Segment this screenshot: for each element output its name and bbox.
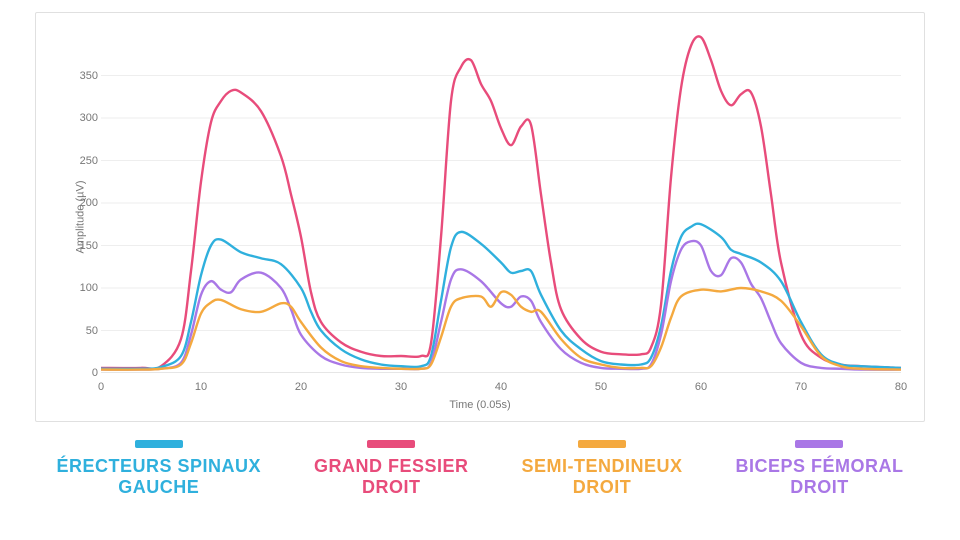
- x-tick-label: 50: [595, 381, 607, 393]
- legend-label: ÉRECTEURS SPINAUX GAUCHE: [56, 456, 261, 497]
- legend-label: BICEPS FÉMORAL DROIT: [735, 456, 903, 497]
- x-tick-label: 10: [195, 381, 207, 393]
- legend-label: GRAND FESSIER DROIT: [314, 456, 469, 497]
- x-tick-label: 20: [295, 381, 307, 393]
- y-tick-label: 250: [72, 155, 98, 167]
- y-tick-label: 50: [72, 325, 98, 337]
- y-tick-label: 200: [72, 197, 98, 209]
- y-tick-label: 150: [72, 240, 98, 252]
- y-tick-label: 0: [72, 367, 98, 379]
- x-tick-label: 30: [395, 381, 407, 393]
- legend-swatch: [367, 440, 415, 448]
- x-axis-label: Time (0.05s): [449, 399, 510, 411]
- x-tick-label: 60: [695, 381, 707, 393]
- x-tick-label: 0: [98, 381, 104, 393]
- legend-item: BICEPS FÉMORAL DROIT: [735, 440, 903, 497]
- legend: ÉRECTEURS SPINAUX GAUCHE GRAND FESSIER DR…: [0, 440, 960, 497]
- legend-swatch: [578, 440, 626, 448]
- legend-item: SEMI-TENDINEUX DROIT: [521, 440, 682, 497]
- x-tick-label: 40: [495, 381, 507, 393]
- series-line: [101, 288, 901, 370]
- line-chart: [101, 33, 901, 373]
- legend-swatch: [795, 440, 843, 448]
- y-tick-label: 350: [72, 70, 98, 82]
- legend-swatch: [135, 440, 183, 448]
- x-tick-label: 80: [895, 381, 907, 393]
- y-tick-label: 100: [72, 282, 98, 294]
- legend-label: SEMI-TENDINEUX DROIT: [521, 456, 682, 497]
- y-tick-label: 300: [72, 112, 98, 124]
- x-tick-label: 70: [795, 381, 807, 393]
- chart-panel: Amplitude (µV) Time (0.05s) 010203040506…: [35, 12, 925, 422]
- legend-item: GRAND FESSIER DROIT: [314, 440, 469, 497]
- legend-item: ÉRECTEURS SPINAUX GAUCHE: [56, 440, 261, 497]
